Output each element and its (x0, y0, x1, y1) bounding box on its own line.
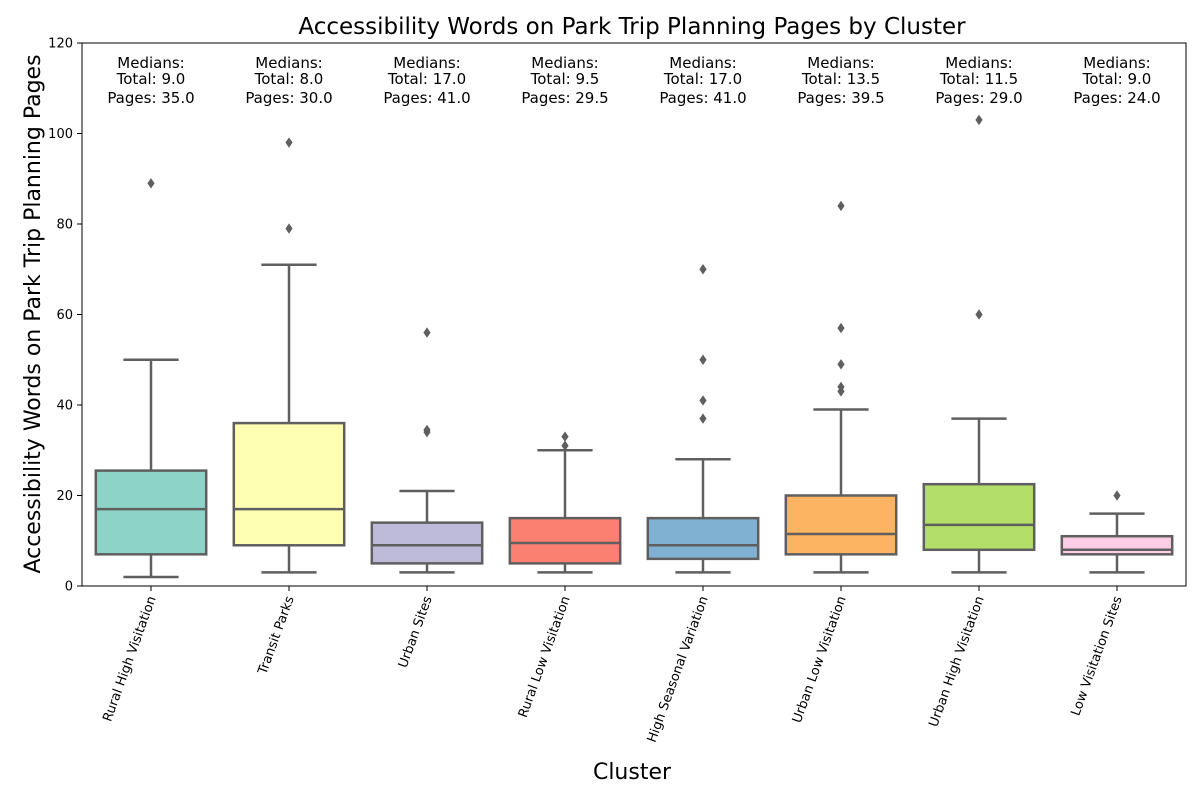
outlier-point (423, 327, 431, 338)
y-tick-label: 40 (56, 399, 73, 414)
x-tick-label: High Seasonal Variation (645, 594, 712, 744)
median-annotation-heading: Medians: (255, 54, 322, 72)
median-annotation-heading: Medians: (807, 54, 874, 72)
chart-title: Accessibility Words on Park Trip Plannin… (298, 14, 966, 40)
median-annotation-pages: Pages: 24.0 (1073, 89, 1160, 107)
plot-area: 0 20 40 60 80 100 120 Rural High Visitation Medi… (48, 37, 1187, 745)
median-annotation-heading: Medians: (117, 54, 184, 72)
box (646, 516, 760, 561)
x-tick-label: Low Visitation Sites (1069, 594, 1126, 718)
y-tick-label: 80 (56, 218, 73, 233)
outlier-point (975, 114, 983, 126)
median-annotation-heading: Medians: (669, 54, 736, 72)
outlier-point (837, 200, 845, 212)
box (1060, 534, 1174, 556)
median-annotation-total: Total: 8.0 (254, 70, 324, 88)
x-tick-label: Transit Parks (255, 594, 298, 677)
x-tick-label: Rural High Visitation (100, 594, 159, 723)
box (508, 516, 622, 565)
median-annotation-total: Total: 13.5 (801, 70, 880, 88)
box (370, 521, 484, 565)
median-annotation-pages: Pages: 39.5 (797, 89, 884, 107)
outlier-point (699, 413, 707, 424)
box (922, 482, 1036, 552)
y-tick-label: 120 (48, 37, 73, 52)
median-annotation-pages: Pages: 35.0 (107, 89, 194, 107)
median-annotation-total: Total: 17.0 (387, 70, 466, 88)
outlier-point (561, 431, 569, 442)
median-annotation-total: Total: 11.5 (939, 70, 1018, 88)
median-annotation-total: Total: 9.0 (116, 70, 186, 88)
x-tick-label: Urban Sites (396, 594, 436, 670)
outlier-point (699, 354, 707, 365)
median-annotation-total: Total: 17.0 (663, 70, 742, 88)
outlier-point (699, 395, 707, 406)
outlier-point (423, 424, 431, 436)
median-annotation-heading: Medians: (531, 54, 598, 72)
median-annotation-pages: Pages: 30.0 (245, 89, 332, 107)
median-annotation-heading: Medians: (945, 54, 1012, 72)
y-tick-label: 60 (56, 308, 73, 323)
outlier-point (975, 309, 983, 320)
outlier-point (699, 264, 707, 275)
outlier-point (1113, 490, 1121, 501)
outlier-point (147, 178, 155, 189)
x-tick-label: Urban High Visitation (926, 594, 987, 729)
outlier-point (285, 137, 293, 148)
median-annotation-pages: Pages: 29.5 (521, 89, 608, 107)
y-tick-label: 20 (56, 489, 73, 504)
box (784, 494, 898, 556)
median-annotation-pages: Pages: 29.0 (935, 89, 1022, 107)
median-annotation-heading: Medians: (393, 54, 460, 72)
outlier-point (837, 322, 845, 334)
y-tick-label: 100 (48, 127, 73, 142)
median-annotation-total: Total: 9.5 (530, 70, 600, 88)
box (94, 469, 208, 556)
outlier-point (837, 359, 845, 370)
median-annotation-total: Total: 9.0 (1082, 70, 1152, 88)
y-axis-label: Accessibility Words on Park Trip Plannin… (21, 54, 46, 573)
outlier-point (285, 223, 293, 234)
outlier-point (561, 440, 569, 451)
outlier-point (837, 381, 845, 393)
y-tick-label: 0 (65, 580, 73, 595)
x-tick-label: Urban Low Visitation (790, 594, 850, 725)
box (232, 421, 346, 547)
x-tick-label: Rural Low Visitation (516, 594, 574, 719)
x-axis-label: Cluster (593, 760, 672, 785)
median-annotation-heading: Medians: (1083, 54, 1150, 72)
median-annotation-pages: Pages: 41.0 (659, 89, 746, 107)
median-annotation-pages: Pages: 41.0 (383, 89, 470, 107)
